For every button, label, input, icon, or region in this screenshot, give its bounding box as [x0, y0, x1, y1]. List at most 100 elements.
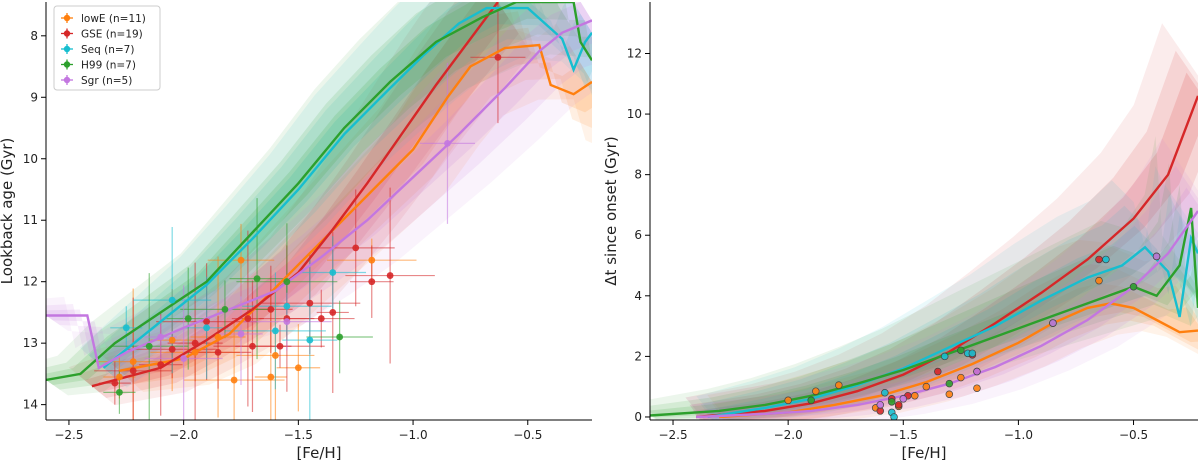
data-point-gse	[215, 349, 222, 356]
y-tick-label: 2	[634, 349, 642, 363]
data-point-h99	[254, 275, 261, 282]
data-point-lowe	[368, 257, 375, 264]
data-point-gse	[329, 309, 336, 316]
data-point-gse	[249, 343, 256, 350]
data-point-h99	[808, 397, 815, 404]
data-point-h99	[283, 278, 290, 285]
data-point-lowe	[957, 374, 964, 381]
x-tick-label: −0.5	[1119, 428, 1148, 442]
y-tick-label: 6	[634, 228, 642, 242]
legend-label: lowE (n=11)	[81, 13, 146, 25]
data-point-gse	[111, 380, 118, 387]
data-point-h99	[946, 380, 953, 387]
data-point-lowe	[169, 337, 176, 344]
x-tick-label: −1.5	[889, 428, 918, 442]
legend-label: GSE (n=19)	[81, 29, 143, 41]
x-tick-label: −2.0	[774, 428, 803, 442]
data-point-seq	[941, 353, 948, 360]
data-point-seq	[329, 269, 336, 276]
data-point-lowe	[295, 364, 302, 371]
data-point-sgr	[1050, 320, 1057, 327]
y-axis-label: Δt since onset (Gyr)	[602, 136, 620, 285]
data-point-sgr	[1153, 253, 1160, 260]
data-point-lowe	[272, 352, 279, 359]
data-point-sgr	[444, 140, 451, 147]
x-tick-label: −1.5	[284, 428, 313, 442]
y-tick-label: 12	[627, 46, 642, 60]
legend-marker	[64, 46, 70, 52]
data-point-gse	[130, 367, 137, 374]
legend-label: Sgr (n=5)	[81, 75, 132, 87]
data-point-lowe	[192, 349, 199, 356]
data-point-seq	[969, 350, 976, 357]
plot-area	[642, 23, 1200, 423]
data-point-lowe	[911, 392, 918, 399]
data-point-lowe	[923, 383, 930, 390]
x-tick-label: −0.5	[513, 428, 542, 442]
data-point-seq	[123, 324, 130, 331]
y-tick-label: 9	[30, 90, 38, 104]
legend-marker	[64, 15, 70, 21]
data-point-lowe	[116, 374, 123, 381]
y-tick-label: 0	[634, 410, 642, 424]
y-tick-label: 4	[634, 289, 642, 303]
data-point-lowe	[215, 334, 222, 341]
data-point-lowe	[130, 358, 137, 365]
data-point-gse	[267, 306, 274, 313]
data-point-lowe	[812, 388, 819, 395]
data-point-h99	[116, 389, 123, 396]
x-tick-label: −1.0	[1004, 428, 1033, 442]
data-point-gse	[387, 272, 394, 279]
data-point-sgr	[877, 401, 884, 408]
data-point-gse	[495, 54, 502, 61]
data-point-gse	[203, 318, 210, 325]
y-tick-label: 13	[23, 336, 38, 350]
data-point-gse	[306, 300, 313, 307]
data-point-lowe	[267, 374, 274, 381]
x-axis-label: [Fe/H]	[901, 444, 946, 462]
data-point-sgr	[180, 355, 187, 362]
left-panel-lookback-age: −2.5−2.0−1.5−1.0−0.5891011121314[Fe/H]Lo…	[0, 0, 628, 462]
data-point-gse	[318, 315, 325, 322]
data-point-h99	[185, 315, 192, 322]
data-point-lowe	[835, 382, 842, 389]
data-point-sgr	[900, 395, 907, 402]
data-point-seq	[891, 414, 898, 421]
data-point-h99	[888, 398, 895, 405]
data-point-gse	[895, 401, 902, 408]
data-point-seq	[283, 303, 290, 310]
data-point-h99	[222, 306, 229, 313]
legend-marker	[64, 30, 70, 36]
y-tick-label: 14	[23, 398, 38, 412]
data-point-gse	[157, 361, 164, 368]
legend-marker	[64, 77, 70, 83]
legend-label: Seq (n=7)	[81, 44, 134, 56]
y-tick-label: 8	[30, 29, 38, 43]
y-tick-label: 12	[23, 275, 38, 289]
data-point-gse	[1096, 256, 1103, 263]
x-tick-label: −2.5	[54, 428, 83, 442]
data-point-sgr	[974, 368, 981, 375]
data-point-seq	[272, 327, 279, 334]
data-point-h99	[146, 343, 153, 350]
x-axis-label: [Fe/H]	[296, 444, 341, 462]
data-point-seq	[203, 324, 210, 331]
data-point-sgr	[238, 331, 245, 338]
data-point-gse	[169, 346, 176, 353]
x-tick-label: −2.0	[169, 428, 198, 442]
data-point-lowe	[974, 385, 981, 392]
data-point-lowe	[238, 257, 245, 264]
legend-label: H99 (n=7)	[81, 60, 136, 72]
y-tick-label: 10	[627, 107, 642, 121]
data-point-seq	[306, 337, 313, 344]
data-point-gse	[244, 315, 251, 322]
data-point-gse	[368, 278, 375, 285]
data-point-seq	[169, 297, 176, 304]
data-point-gse	[934, 368, 941, 375]
legend-marker	[64, 61, 70, 67]
data-point-sgr	[157, 334, 164, 341]
data-point-seq	[881, 389, 888, 396]
x-tick-label: −1.0	[398, 428, 427, 442]
